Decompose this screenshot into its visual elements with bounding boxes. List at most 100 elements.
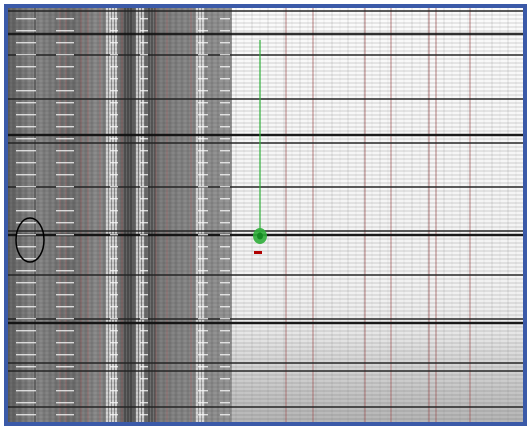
left-highlight-dash bbox=[140, 114, 148, 116]
left-highlight-dash bbox=[16, 246, 36, 248]
left-vertical-stripes bbox=[8, 8, 231, 422]
left-highlight-dash bbox=[56, 90, 74, 92]
left-highlight-dash bbox=[198, 378, 208, 380]
green-hit-cluster-center bbox=[257, 232, 263, 240]
left-highlight-dash bbox=[110, 354, 118, 356]
horizontal-lines bbox=[8, 10, 523, 420]
left-highlight-dash bbox=[56, 306, 74, 308]
left-highlight-dash bbox=[56, 270, 74, 272]
left-highlight-dash bbox=[110, 126, 118, 128]
left-highlight-dash bbox=[198, 150, 208, 152]
left-highlight-dash bbox=[16, 198, 36, 200]
left-highlight-dash bbox=[198, 366, 208, 368]
left-highlight-dash bbox=[110, 270, 118, 272]
left-highlight-dash bbox=[220, 198, 230, 200]
left-highlight-dash bbox=[110, 162, 118, 164]
left-highlight-dash bbox=[220, 150, 230, 152]
left-highlight-dash bbox=[140, 126, 148, 128]
left-highlight-dash bbox=[56, 222, 74, 224]
left-highlight-dash bbox=[16, 186, 36, 188]
left-highlight-dash bbox=[110, 342, 118, 344]
left-highlight-dash bbox=[198, 30, 208, 32]
left-highlight-dash bbox=[220, 54, 230, 56]
left-highlight-dash bbox=[56, 54, 74, 56]
left-dense-band bbox=[8, 8, 232, 422]
left-highlight-dash bbox=[198, 306, 208, 308]
left-highlight-dash bbox=[16, 366, 36, 368]
left-highlight-dash bbox=[56, 174, 74, 176]
left-highlight-dash bbox=[56, 210, 74, 212]
left-highlight-dash bbox=[16, 126, 36, 128]
left-highlight-dash bbox=[140, 294, 148, 296]
left-highlight-dash bbox=[140, 234, 148, 236]
left-highlight-dash bbox=[220, 162, 230, 164]
left-highlight-dash bbox=[198, 246, 208, 248]
left-highlight-dash bbox=[110, 150, 118, 152]
left-highlight-dash bbox=[198, 90, 208, 92]
left-highlight-dash bbox=[220, 402, 230, 404]
left-highlight-dash bbox=[220, 270, 230, 272]
left-highlight-dash bbox=[16, 66, 36, 68]
left-highlight-dash bbox=[140, 162, 148, 164]
left-highlight-dash bbox=[110, 186, 118, 188]
left-highlight-dash bbox=[140, 270, 148, 272]
left-highlight-dash bbox=[220, 390, 230, 392]
left-highlight-dash bbox=[16, 30, 36, 32]
left-highlight-dash bbox=[220, 378, 230, 380]
left-highlight-dash bbox=[110, 30, 118, 32]
left-highlight-dash bbox=[16, 54, 36, 56]
left-highlight-dash bbox=[140, 246, 148, 248]
left-highlight-dash bbox=[140, 414, 148, 416]
left-highlight-dash bbox=[110, 210, 118, 212]
left-highlight-dash bbox=[198, 222, 208, 224]
left-highlight-dash bbox=[220, 222, 230, 224]
left-highlight-dash bbox=[220, 258, 230, 260]
red-hit-marker bbox=[254, 251, 262, 254]
left-highlight-dash bbox=[110, 282, 118, 284]
left-highlight-dash bbox=[140, 222, 148, 224]
left-highlight-dash bbox=[16, 402, 36, 404]
left-highlight-dash bbox=[16, 378, 36, 380]
left-highlight-dash bbox=[56, 18, 74, 20]
left-highlight-dash bbox=[220, 174, 230, 176]
left-highlight-dash bbox=[16, 390, 36, 392]
left-highlight-dash bbox=[198, 210, 208, 212]
left-highlight-dash bbox=[110, 258, 118, 260]
left-highlight-dash bbox=[110, 138, 118, 140]
left-highlight-dash bbox=[140, 174, 148, 176]
left-highlight-dash bbox=[220, 354, 230, 356]
left-highlight-dash bbox=[198, 114, 208, 116]
left-highlight-dash bbox=[198, 294, 208, 296]
left-highlight-dash bbox=[220, 306, 230, 308]
left-highlight-dash bbox=[198, 390, 208, 392]
left-highlight-dash bbox=[220, 342, 230, 344]
left-highlight-dash bbox=[198, 270, 208, 272]
left-highlight-dash bbox=[56, 378, 74, 380]
left-highlight-dash bbox=[220, 66, 230, 68]
left-highlight-dash bbox=[56, 234, 74, 236]
left-highlight-dash bbox=[16, 222, 36, 224]
left-highlight-dash bbox=[198, 42, 208, 44]
left-highlight-dash bbox=[16, 162, 36, 164]
left-highlight-dash bbox=[16, 114, 36, 116]
left-highlight-dash bbox=[140, 42, 148, 44]
left-highlight-dash bbox=[220, 246, 230, 248]
left-highlight-dash bbox=[198, 126, 208, 128]
left-highlight-dash bbox=[220, 414, 230, 416]
left-highlight-dash bbox=[198, 174, 208, 176]
left-highlight-dash bbox=[198, 162, 208, 164]
left-highlight-dash bbox=[16, 102, 36, 104]
left-highlight-dash bbox=[110, 294, 118, 296]
left-highlight-dash bbox=[56, 78, 74, 80]
left-highlight-dash bbox=[56, 138, 74, 140]
left-highlight-dash bbox=[16, 150, 36, 152]
left-highlight-dash bbox=[198, 414, 208, 416]
left-highlight-dash bbox=[110, 78, 118, 80]
left-highlight-dash bbox=[56, 366, 74, 368]
left-highlight-dash bbox=[110, 174, 118, 176]
left-highlight-dash bbox=[220, 114, 230, 116]
left-highlight-dash bbox=[140, 30, 148, 32]
left-highlight-dash bbox=[16, 354, 36, 356]
left-highlight-dash bbox=[220, 234, 230, 236]
left-highlight-dash bbox=[198, 234, 208, 236]
